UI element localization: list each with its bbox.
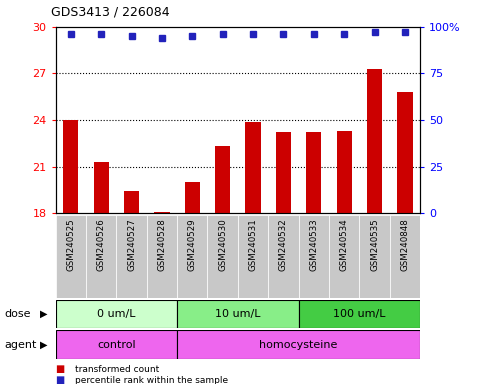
Text: GSM240533: GSM240533 [309,218,318,271]
Bar [56,300,177,328]
Text: 100 um/L: 100 um/L [333,309,386,319]
Bar [398,92,412,213]
Text: percentile rank within the sample: percentile rank within the sample [75,376,228,384]
Bar [124,191,139,213]
Bar [116,215,147,298]
Text: 0 um/L: 0 um/L [97,309,136,319]
Bar [56,330,177,359]
Bar [298,215,329,298]
Bar [215,146,230,213]
Bar [245,122,261,213]
Text: GSM240529: GSM240529 [188,218,197,271]
Text: GSM240526: GSM240526 [97,218,106,271]
Bar [268,215,298,298]
Text: homocysteine: homocysteine [259,339,338,350]
Bar [177,215,208,298]
Bar [147,215,177,298]
Bar [63,120,78,213]
Text: GSM240525: GSM240525 [66,218,75,271]
Text: GSM240528: GSM240528 [157,218,167,271]
Text: dose: dose [5,309,31,319]
Bar [56,215,86,298]
Bar [208,215,238,298]
Text: ▶: ▶ [40,309,47,319]
Text: ■: ■ [56,375,65,384]
Bar [329,215,359,298]
Bar [367,69,382,213]
Bar [276,132,291,213]
Bar [298,300,420,328]
Bar [306,132,322,213]
Text: GSM240535: GSM240535 [370,218,379,271]
Text: GDS3413 / 226084: GDS3413 / 226084 [51,6,170,19]
Text: 10 um/L: 10 um/L [215,309,261,319]
Text: agent: agent [5,339,37,350]
Text: control: control [97,339,136,350]
Bar [94,162,109,213]
Text: GSM240531: GSM240531 [249,218,257,271]
Bar [86,215,116,298]
Text: ▶: ▶ [40,339,47,350]
Bar [154,212,170,213]
Text: GSM240848: GSM240848 [400,218,410,271]
Text: transformed count: transformed count [75,365,159,374]
Bar [185,182,200,213]
Text: GSM240534: GSM240534 [340,218,349,271]
Bar [359,215,390,298]
Bar [238,215,268,298]
Bar [177,300,298,328]
Text: ■: ■ [56,364,65,374]
Text: GSM240527: GSM240527 [127,218,136,271]
Bar [337,131,352,213]
Text: GSM240532: GSM240532 [279,218,288,271]
Text: GSM240530: GSM240530 [218,218,227,271]
Bar [390,215,420,298]
Bar [177,330,420,359]
